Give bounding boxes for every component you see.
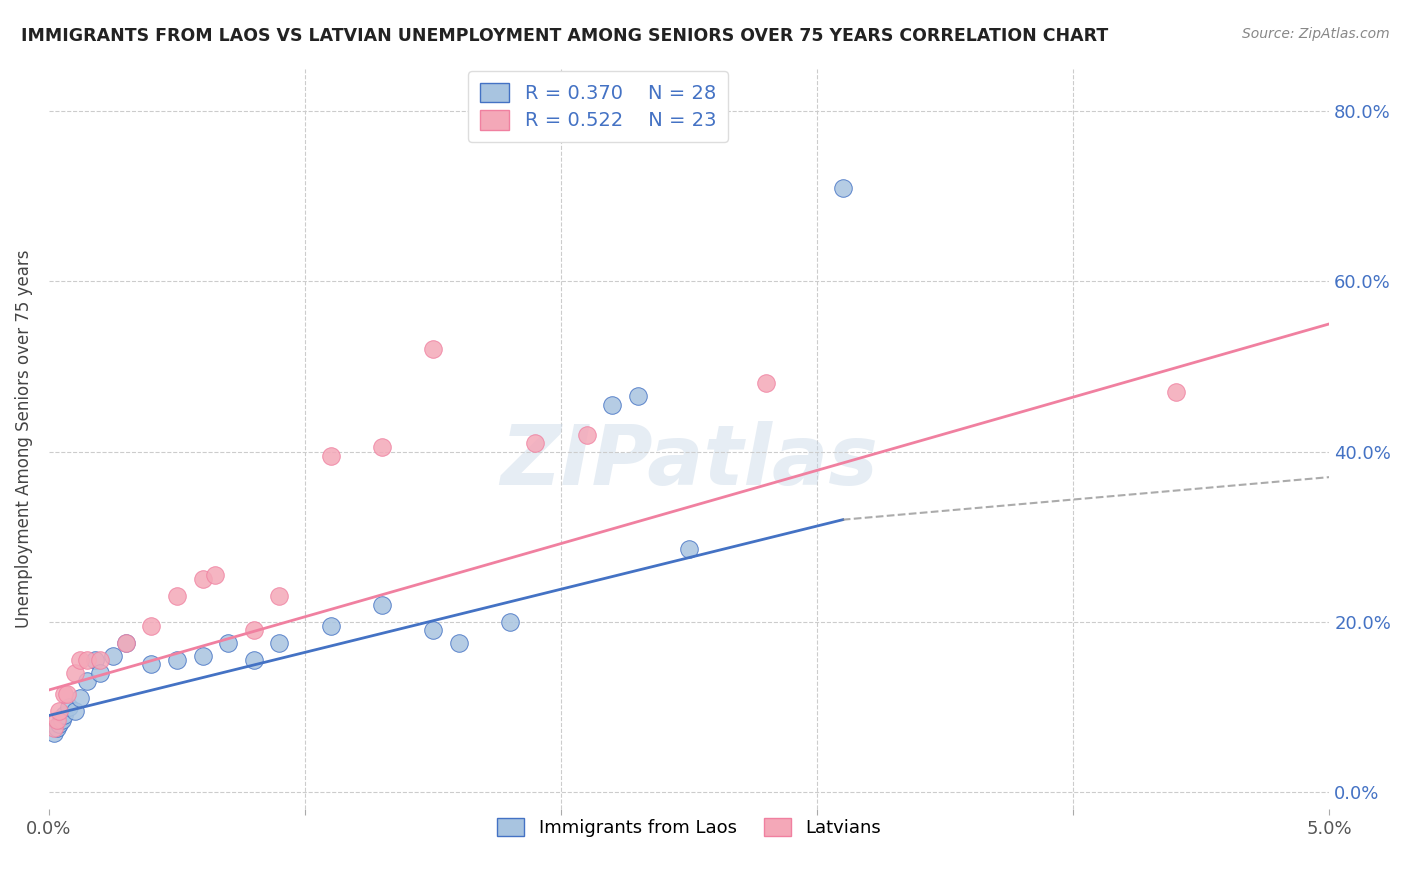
- Point: [48, 717, 70, 731]
- Point: [166, 653, 188, 667]
- Point: [45, 721, 67, 735]
- Point: [499, 615, 522, 629]
- Point: [447, 636, 470, 650]
- Point: [84, 653, 107, 667]
- Point: [269, 590, 291, 604]
- Point: [422, 624, 444, 638]
- Point: [45, 713, 67, 727]
- Point: [89, 665, 111, 680]
- Point: [56, 687, 79, 701]
- Point: [371, 598, 394, 612]
- Point: [69, 691, 91, 706]
- Text: ZIPatlas: ZIPatlas: [501, 420, 879, 501]
- Point: [114, 636, 136, 650]
- Point: [51, 713, 73, 727]
- Point: [422, 343, 444, 357]
- Point: [114, 636, 136, 650]
- Point: [53, 708, 76, 723]
- Point: [243, 653, 266, 667]
- Point: [371, 441, 394, 455]
- Point: [524, 436, 547, 450]
- Point: [42, 721, 65, 735]
- Text: Source: ZipAtlas.com: Source: ZipAtlas.com: [1241, 27, 1389, 41]
- Point: [243, 624, 266, 638]
- Point: [191, 572, 214, 586]
- Point: [600, 398, 623, 412]
- Point: [58, 700, 80, 714]
- Point: [48, 704, 70, 718]
- Legend: Immigrants from Laos, Latvians: Immigrants from Laos, Latvians: [489, 811, 889, 845]
- Point: [319, 619, 342, 633]
- Point: [1164, 384, 1187, 399]
- Point: [678, 542, 700, 557]
- Point: [319, 449, 342, 463]
- Point: [831, 180, 853, 194]
- Point: [63, 665, 86, 680]
- Point: [575, 427, 598, 442]
- Point: [76, 674, 98, 689]
- Point: [101, 648, 124, 663]
- Point: [217, 636, 239, 650]
- Point: [191, 648, 214, 663]
- Point: [269, 636, 291, 650]
- Point: [76, 653, 98, 667]
- Point: [755, 376, 778, 391]
- Point: [89, 653, 111, 667]
- Point: [141, 657, 163, 672]
- Point: [204, 568, 226, 582]
- Point: [53, 687, 76, 701]
- Point: [63, 704, 86, 718]
- Point: [627, 389, 650, 403]
- Text: IMMIGRANTS FROM LAOS VS LATVIAN UNEMPLOYMENT AMONG SENIORS OVER 75 YEARS CORRELA: IMMIGRANTS FROM LAOS VS LATVIAN UNEMPLOY…: [21, 27, 1108, 45]
- Y-axis label: Unemployment Among Seniors over 75 years: Unemployment Among Seniors over 75 years: [15, 250, 32, 628]
- Point: [166, 590, 188, 604]
- Point: [69, 653, 91, 667]
- Point: [42, 725, 65, 739]
- Point: [141, 619, 163, 633]
